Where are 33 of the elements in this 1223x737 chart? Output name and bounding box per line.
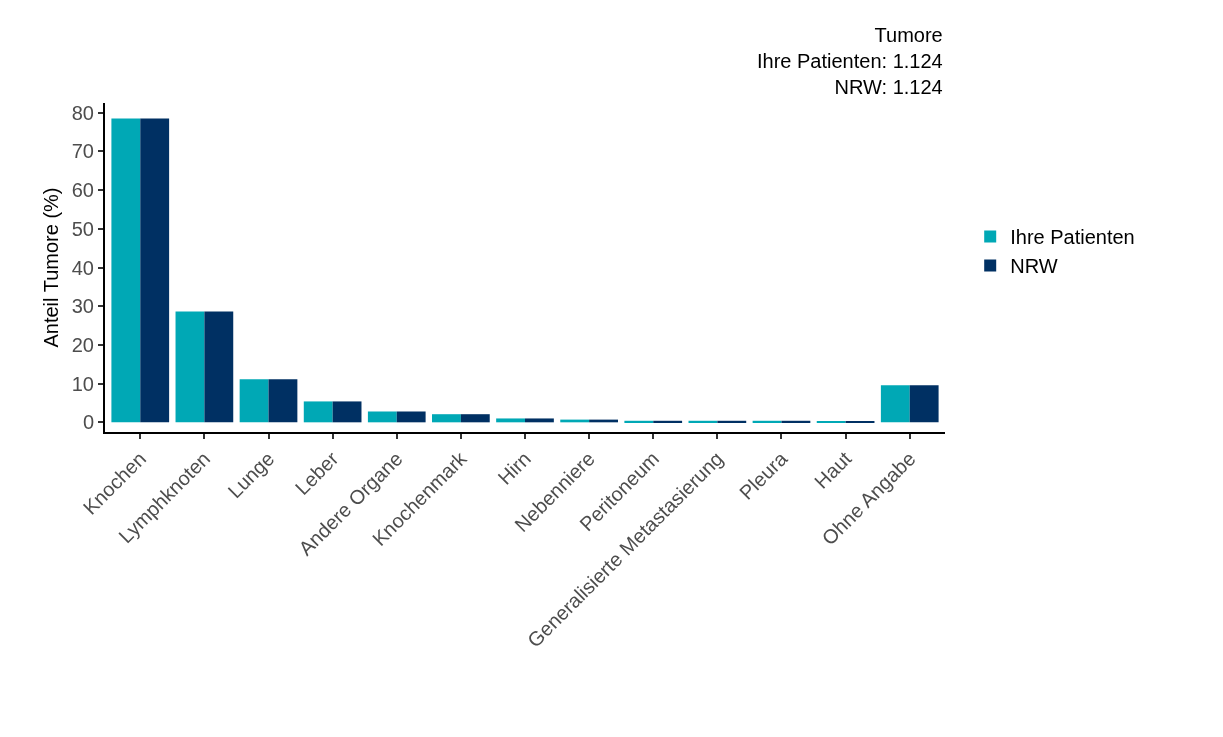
y-tick-label: 70 xyxy=(71,140,94,163)
bar xyxy=(525,418,554,423)
y-tick-label: 0 xyxy=(82,411,94,434)
bar xyxy=(432,414,461,423)
bar xyxy=(239,379,269,423)
bar xyxy=(717,420,747,423)
bar xyxy=(653,420,683,423)
bar xyxy=(140,118,170,423)
legend-label: NRW xyxy=(1010,255,1058,278)
bar xyxy=(909,385,939,423)
bar xyxy=(204,311,234,423)
bar xyxy=(111,118,141,423)
bar xyxy=(332,401,362,423)
bar xyxy=(460,414,490,423)
bar xyxy=(303,401,333,423)
bar xyxy=(624,420,654,423)
legend-label: Ihre Patienten xyxy=(1010,226,1135,249)
y-axis-title: Anteil Tumore (%) xyxy=(39,187,62,348)
bar xyxy=(175,311,205,423)
bar xyxy=(880,385,910,423)
bar xyxy=(367,411,397,423)
bar xyxy=(268,379,298,423)
bar xyxy=(496,418,525,423)
bar xyxy=(781,420,811,423)
y-tick-label: 60 xyxy=(71,179,94,202)
bar xyxy=(396,411,426,423)
y-tick-label: 40 xyxy=(71,256,94,279)
y-tick-label: 20 xyxy=(71,333,94,356)
y-tick-label: 10 xyxy=(71,372,94,395)
chart-title: Tumore Ihre Patienten: 1.124 NRW: 1.124 xyxy=(757,24,943,98)
y-tick-label: 50 xyxy=(71,217,94,240)
y-tick-label: 80 xyxy=(71,101,94,124)
y-tick-label: 30 xyxy=(71,295,94,318)
